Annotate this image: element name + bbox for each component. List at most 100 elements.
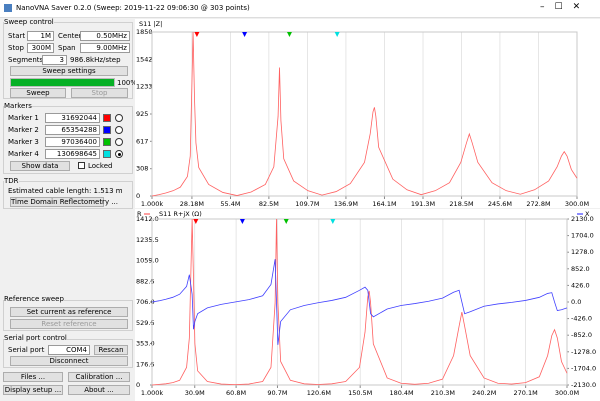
y2-tick-label: 852.0 xyxy=(571,265,590,273)
y-tick-label: 529.5 xyxy=(136,319,155,327)
marker-indicator xyxy=(286,32,292,37)
marker-frequency[interactable]: 130698645 xyxy=(45,149,100,159)
stop-input[interactable]: 300M xyxy=(27,43,54,53)
marker-frequency[interactable]: 97036400 xyxy=(45,137,100,147)
port-select[interactable]: COM4 xyxy=(48,345,90,355)
y2-tick-label: -2130.0 xyxy=(571,381,596,389)
y-tick-label: 1850 xyxy=(136,28,153,36)
group-title: Markers xyxy=(4,102,32,110)
group-title: Serial port control xyxy=(4,334,67,342)
y-tick-label: 0 xyxy=(136,192,140,200)
cable-length: Estimated cable length: 1.513 m xyxy=(8,187,123,195)
chart-title: S11 R+jX (Ω) xyxy=(159,210,202,218)
marker-radio[interactable] xyxy=(115,126,123,134)
label: Span xyxy=(58,44,76,52)
x-tick-label: 270.1M xyxy=(514,389,538,397)
y-tick-label: 1235.5 xyxy=(136,236,159,244)
center-input[interactable]: 0.50MHz xyxy=(80,31,130,41)
y-tick-label: 882.5 xyxy=(136,277,155,285)
marker-radio[interactable] xyxy=(115,114,123,122)
y-tick-label: 1233 xyxy=(136,83,153,91)
legend-label: X xyxy=(585,210,590,218)
marker-color[interactable] xyxy=(103,138,111,146)
tdr-group xyxy=(3,181,133,209)
label: Stop xyxy=(8,44,24,52)
marker-indicator xyxy=(193,219,199,224)
disconnect-button[interactable]: Disconnect xyxy=(10,356,128,366)
marker-indicator xyxy=(334,32,340,37)
stop-button[interactable]: Stop xyxy=(71,88,128,98)
window-controls[interactable]: –☐✕ xyxy=(540,2,591,12)
y2-tick-label: -852.0 xyxy=(571,331,592,339)
x-tick-label: 30.9M xyxy=(185,389,205,397)
marker-label: Marker 2 xyxy=(8,126,39,134)
x-tick-label: 109.7M xyxy=(295,200,319,208)
label: Center xyxy=(58,32,82,40)
about-button[interactable]: About ... xyxy=(68,385,130,395)
plot-frame xyxy=(151,31,578,197)
x-tick-label: 28.18M xyxy=(180,200,204,208)
reference-group xyxy=(3,300,133,331)
x-tick-label: 120.6M xyxy=(307,389,331,397)
start-input[interactable]: 1M xyxy=(27,31,54,41)
x-tick-label: 240.2M xyxy=(472,389,496,397)
display-setup-button[interactable]: Display setup ... xyxy=(3,385,63,395)
y-tick-label: 0 xyxy=(136,381,140,389)
y-tick-label: 925 xyxy=(136,110,148,118)
sweep-settings-button[interactable]: Sweep settings xyxy=(10,66,128,76)
chart: 1.000k 28.18M 55.4M 82.5M 109.7M 136.9M 164.1M… xyxy=(135,19,600,208)
x-tick-label: 150.5M xyxy=(348,389,372,397)
marker-indicator xyxy=(330,219,336,224)
set-reference-button[interactable]: Set current as reference xyxy=(10,307,128,317)
x-tick-label: 60.8M xyxy=(226,389,246,397)
chart-title: S11 |Z| xyxy=(139,20,162,28)
progress-fill xyxy=(11,79,114,86)
app-icon xyxy=(4,4,12,12)
marker-label: Marker 1 xyxy=(8,114,39,122)
x-tick-label: 272.8M xyxy=(526,200,550,208)
calibration-button[interactable]: Calibration ... xyxy=(68,372,130,382)
y2-tick-label: 2130.0 xyxy=(571,215,594,223)
y2-tick-label: 1278.0 xyxy=(571,248,594,256)
legend-label: R xyxy=(137,210,142,218)
marker-radio[interactable] xyxy=(115,138,123,146)
sweep-group xyxy=(3,22,133,99)
segments-input[interactable]: 3 xyxy=(42,55,67,65)
x-tick-label: 136.9M xyxy=(334,200,358,208)
step-label: 986.8kHz/step xyxy=(70,56,121,64)
x-tick-label: 1.000k xyxy=(141,200,164,208)
marker-frequency[interactable]: 31692044 xyxy=(45,113,100,123)
x-tick-label: 300.0M xyxy=(565,200,589,208)
marker-label: Marker 4 xyxy=(8,150,39,158)
marker-radio[interactable] xyxy=(115,150,123,158)
x-tick-label: 210.3M xyxy=(431,389,455,397)
y2-tick-label: -426.0 xyxy=(571,315,592,323)
x-tick-label: 218.5M xyxy=(449,200,473,208)
marker-color[interactable] xyxy=(103,150,111,158)
marker-color[interactable] xyxy=(103,114,111,122)
locked-checkbox[interactable] xyxy=(78,162,85,169)
files-button[interactable]: Files ... xyxy=(3,372,63,382)
span-input[interactable]: 9.00MHz xyxy=(80,43,130,53)
rescan-button[interactable]: Rescan xyxy=(94,345,128,355)
group-title: TDR xyxy=(4,177,19,185)
label: Locked xyxy=(88,162,113,170)
marker-color[interactable] xyxy=(103,126,111,134)
series-line xyxy=(151,218,568,386)
marker-frequency[interactable]: 65354288 xyxy=(45,125,100,135)
x-tick-label: 191.3M xyxy=(411,200,435,208)
show-data-button[interactable]: Show data xyxy=(10,161,70,171)
label: Start xyxy=(8,32,26,40)
y-tick-label: 353.0 xyxy=(136,340,155,348)
reset-reference-button[interactable]: Reset reference xyxy=(10,319,128,329)
y-tick-label: 308 xyxy=(136,165,148,173)
marker-indicator xyxy=(194,32,200,37)
sweep-button[interactable]: Sweep xyxy=(10,88,66,98)
y2-tick-label: 426.0 xyxy=(571,281,590,289)
tdr-button[interactable]: Time Domain Reflectometry ... xyxy=(10,197,118,207)
progress-track xyxy=(10,78,115,87)
plot-frame xyxy=(151,218,568,386)
marker-indicator xyxy=(283,219,289,224)
y2-tick-label: 1704.0 xyxy=(571,232,594,240)
x-tick-label: 1.000k xyxy=(141,389,164,397)
